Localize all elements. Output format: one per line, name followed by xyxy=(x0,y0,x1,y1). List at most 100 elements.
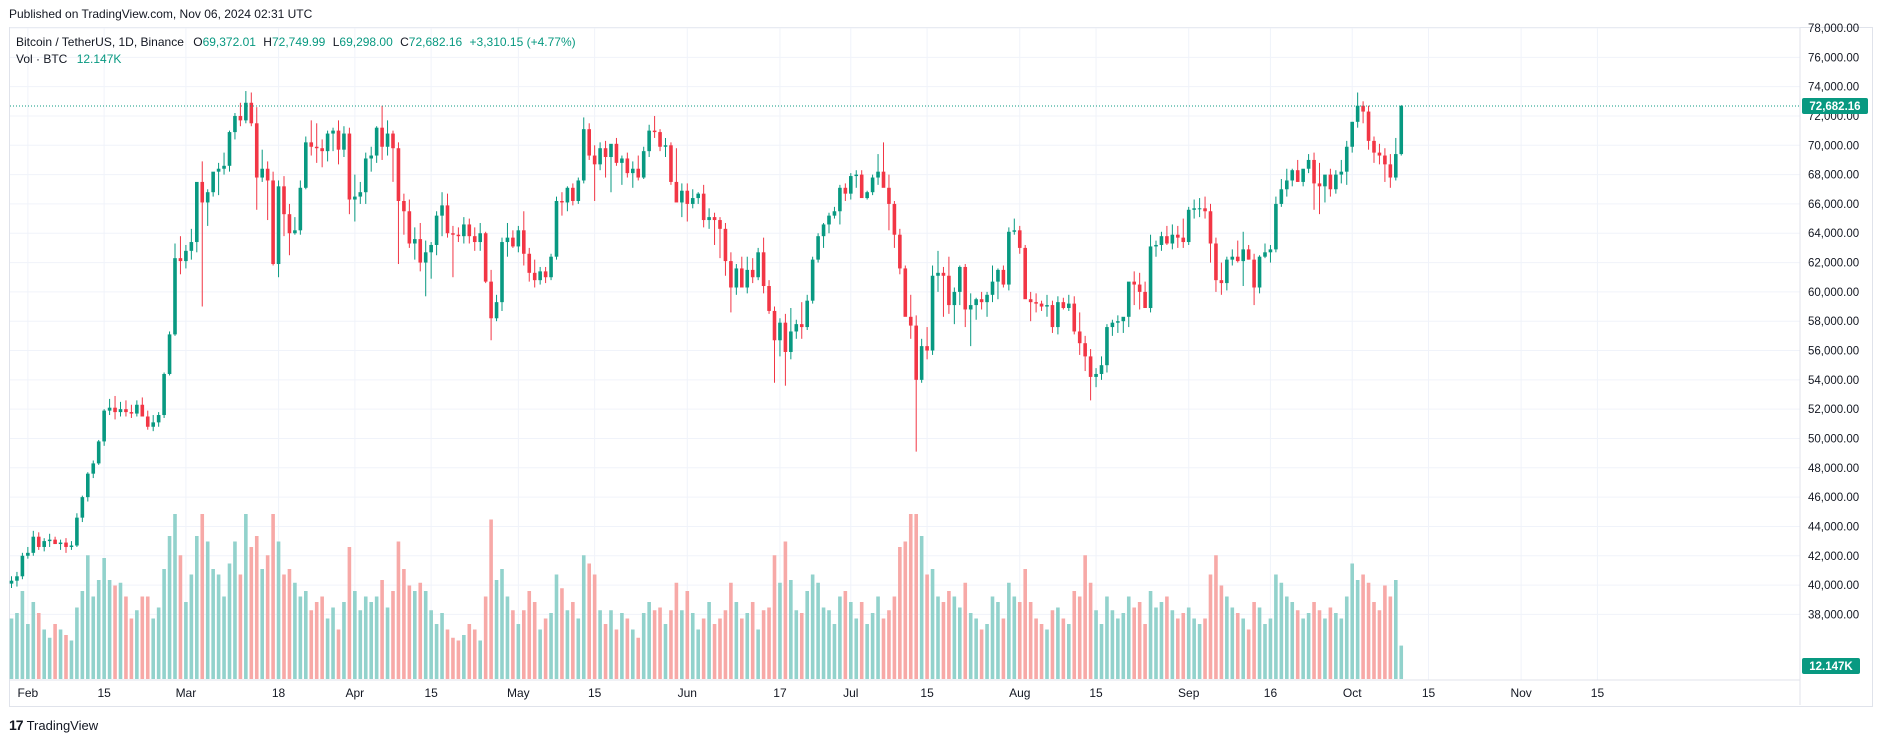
candle-body xyxy=(500,242,504,303)
volume-bar xyxy=(658,607,662,679)
candle-body xyxy=(320,148,324,152)
volume-bar xyxy=(821,607,826,679)
volume-bar xyxy=(113,585,117,679)
volume-bar xyxy=(380,580,384,679)
candle-body xyxy=(532,272,537,281)
candle-body xyxy=(451,233,455,235)
volume-bar xyxy=(472,629,477,679)
candle-body xyxy=(636,168,641,178)
last-price-tag xyxy=(1802,97,1868,114)
volume-bar xyxy=(1132,607,1136,679)
candle-body xyxy=(1377,152,1382,156)
candle-body xyxy=(832,211,837,216)
candle-body xyxy=(1394,154,1398,178)
candle-body xyxy=(631,168,635,174)
candle-body xyxy=(260,168,264,178)
candle-body xyxy=(1317,183,1322,187)
candle-body xyxy=(587,129,591,156)
candle-body xyxy=(205,192,210,203)
volume-bar xyxy=(1176,618,1180,679)
candle-body xyxy=(887,187,891,204)
volume-bar xyxy=(783,541,788,679)
volume-bar xyxy=(216,574,221,679)
candle-body xyxy=(925,346,929,351)
candle-body xyxy=(1034,302,1038,304)
candle-body xyxy=(478,233,482,243)
volume-bar xyxy=(587,563,591,679)
volume-bar xyxy=(963,582,968,679)
volume-bar xyxy=(767,607,771,679)
volume-bar xyxy=(1285,596,1289,679)
candle-body xyxy=(467,224,472,237)
volume-bar xyxy=(1056,607,1060,679)
candle-body xyxy=(903,268,908,317)
volume-bar xyxy=(1235,613,1240,679)
candle-body xyxy=(1077,331,1082,344)
volume-bar xyxy=(1072,591,1077,679)
candle-body xyxy=(276,186,281,265)
volume-bar xyxy=(1181,613,1186,679)
volume-bar xyxy=(1077,596,1082,679)
volume-bar xyxy=(1317,610,1322,679)
volume-bar xyxy=(1186,607,1191,679)
volume-bar xyxy=(58,629,63,679)
candle-body xyxy=(876,171,880,178)
candle-body xyxy=(663,145,668,147)
volume-bar xyxy=(1045,629,1049,679)
volume-bar xyxy=(391,591,395,679)
candle-body xyxy=(167,334,172,374)
price-tick-label: 58,000.00 xyxy=(1808,316,1859,328)
volume-bar xyxy=(1372,602,1376,679)
candle-body xyxy=(1372,140,1376,153)
candle-body xyxy=(1355,105,1360,122)
candle-body xyxy=(1176,234,1180,238)
price-tick-label: 66,000.00 xyxy=(1808,199,1859,211)
candle-body xyxy=(140,404,145,417)
candle-body xyxy=(870,177,875,193)
volume-bar xyxy=(1159,602,1164,679)
candle-body xyxy=(1170,234,1175,244)
candle-body xyxy=(592,155,597,165)
candle-body xyxy=(712,217,717,221)
candle-body xyxy=(107,407,112,411)
price-tick-label: 38,000.00 xyxy=(1808,609,1859,621)
candle-body xyxy=(511,237,515,247)
footer-brand[interactable]: 17 TradingView xyxy=(9,717,98,733)
volume-bar xyxy=(211,569,215,679)
brand-name: TradingView xyxy=(26,717,99,733)
candle-body xyxy=(423,252,428,263)
candle-body xyxy=(816,236,820,260)
candle-body xyxy=(309,142,314,147)
candle-body xyxy=(1361,105,1365,112)
candle-body xyxy=(1012,230,1017,232)
volume-bar xyxy=(1290,602,1295,679)
volume-bar xyxy=(789,580,793,679)
volume-bar xyxy=(527,591,532,679)
volume-bar xyxy=(1274,574,1278,679)
price-tick-label: 48,000.00 xyxy=(1808,463,1859,475)
volume-bar xyxy=(1377,610,1382,679)
volume-bar xyxy=(952,596,957,679)
volume-bar xyxy=(407,585,412,679)
legend-ohlc-row: Bitcoin / TetherUS, 1D, Binance O69,372.… xyxy=(16,34,576,51)
volume-bar xyxy=(1339,618,1344,679)
candle-body xyxy=(794,324,799,332)
volume-bar xyxy=(1007,582,1011,679)
candle-body xyxy=(1121,316,1126,322)
volume-bar xyxy=(968,613,973,679)
candle-body xyxy=(1099,365,1104,374)
candle-body xyxy=(1116,321,1120,323)
price-tick-label: 50,000.00 xyxy=(1808,433,1859,445)
candle-body xyxy=(936,272,940,276)
volume-bar xyxy=(1170,610,1175,679)
candle-body xyxy=(1257,256,1262,288)
volume-bar xyxy=(135,610,139,679)
volume-bar xyxy=(222,596,226,679)
volume-bar xyxy=(26,624,30,679)
volume-bar xyxy=(729,582,733,679)
volume-bar xyxy=(178,555,183,679)
candle-body xyxy=(434,215,439,245)
candle-body xyxy=(407,211,412,244)
volume-bar xyxy=(1061,618,1066,679)
